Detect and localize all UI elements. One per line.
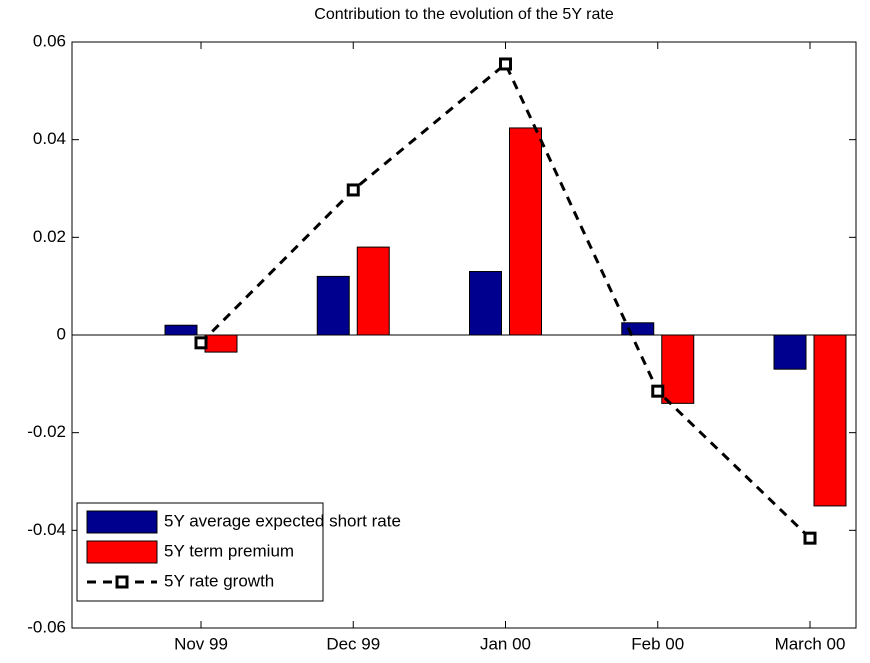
- y-tick-label: 0.04: [33, 129, 66, 148]
- bar: [164, 324, 198, 336]
- legend-label: 5Y rate growth: [164, 571, 274, 590]
- x-tick-label: March 00: [775, 634, 846, 653]
- bar: [204, 334, 238, 353]
- y-tick-label: -0.06: [27, 617, 66, 636]
- marker: [346, 183, 360, 197]
- marker: [651, 384, 665, 398]
- bar: [509, 127, 542, 336]
- marker: [194, 336, 208, 350]
- bar: [356, 246, 390, 336]
- line: [199, 61, 812, 540]
- x-tick-label: Feb 00: [631, 634, 684, 653]
- bar: [621, 322, 655, 336]
- y-tick-label: -0.02: [27, 422, 66, 441]
- legend-marker: [115, 575, 129, 589]
- bar: [469, 271, 502, 336]
- legend-swatch: [86, 510, 158, 534]
- x-tick-label: Nov 99: [174, 634, 228, 653]
- y-tick-label: 0.02: [33, 227, 66, 246]
- chart-title: Contribution to the evolution of the 5Y …: [314, 6, 614, 23]
- bar: [773, 334, 807, 370]
- marker: [499, 57, 512, 71]
- y-tick-label: -0.04: [27, 520, 66, 539]
- bar: [316, 275, 350, 336]
- axes-frame: [71, 41, 857, 629]
- y-tick-label: 0.06: [33, 31, 66, 50]
- marker: [803, 531, 817, 545]
- x-tick-label: Dec 99: [326, 634, 380, 653]
- y-tick-label: 0: [57, 324, 66, 343]
- legend-label: 5Y term premium: [164, 541, 294, 560]
- legend-label: 5Y average expected short rate: [164, 511, 401, 530]
- bar: [813, 334, 847, 507]
- bar: [661, 334, 695, 404]
- legend-swatch: [86, 540, 158, 564]
- x-tick-label: Jan 00: [480, 634, 531, 653]
